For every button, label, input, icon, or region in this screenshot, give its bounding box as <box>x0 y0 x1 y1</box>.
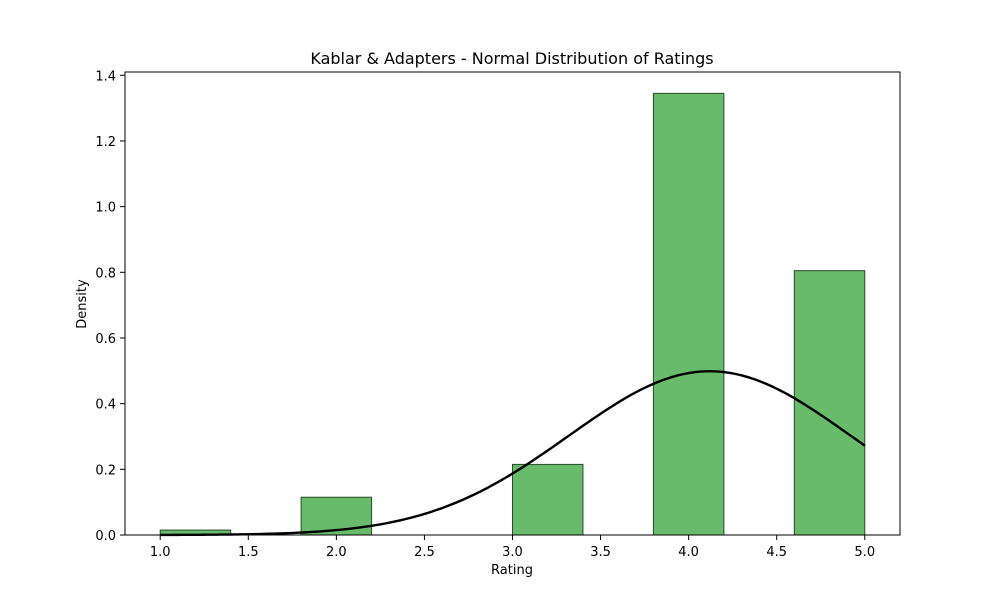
y-tick-label-8: 1.4 <box>95 69 116 84</box>
x-tick-label-5: 3.0 <box>502 545 523 560</box>
x-tick-label-7: 4.0 <box>678 545 699 560</box>
y-tick-label-5: 0.8 <box>95 266 116 281</box>
chart-title: Kablar & Adapters - Normal Distribution … <box>310 49 713 68</box>
y-axis-label: Density <box>75 279 90 329</box>
y-tick-label-4: 0.6 <box>95 332 116 347</box>
x-tick-label-1: 1.0 <box>150 545 171 560</box>
y-tick-label-7: 1.2 <box>95 135 116 150</box>
y-tick-label-3: 0.4 <box>95 398 116 413</box>
plot-area: 1.0 1.5 2.0 2.5 3.0 3.5 4.0 4.5 5.0 0.0 0.2 0.4 0.6 0… <box>95 69 901 560</box>
x-tick-label-6: 3.5 <box>590 545 611 560</box>
x-axis-label: Rating <box>491 563 533 578</box>
y-tick-label-2: 0.2 <box>95 463 116 478</box>
histogram-bar-4 <box>652 92 725 536</box>
x-tick-label-2: 1.5 <box>238 545 259 560</box>
normal-curve-line <box>160 370 866 537</box>
y-tick-label-1: 0.0 <box>95 529 116 544</box>
x-tick-label-4: 2.5 <box>414 545 435 560</box>
x-tick-label-3: 2.0 <box>326 545 347 560</box>
x-tick-label-9: 5.0 <box>854 545 875 560</box>
histogram-bar-3 <box>512 463 584 536</box>
y-tick-label-6: 1.0 <box>95 201 116 216</box>
histogram-bar-5 <box>793 270 866 536</box>
x-tick-label-8: 4.5 <box>766 545 787 560</box>
